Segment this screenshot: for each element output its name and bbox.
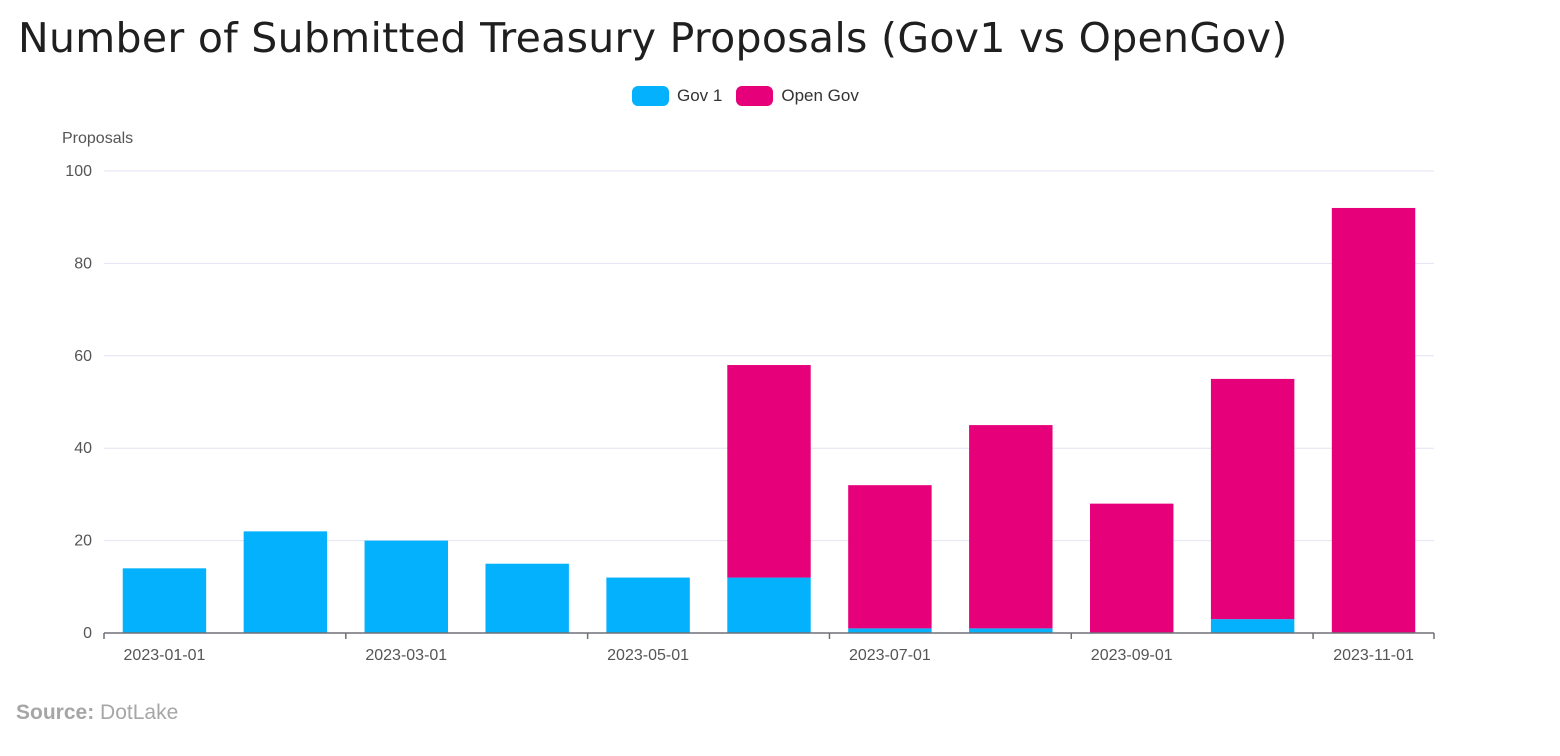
bar-gov1-2023-04-01[interactable] [485, 563, 569, 633]
bar-gov1-2023-05-01[interactable] [606, 577, 690, 633]
bar-opengov-2023-09-01[interactable] [1090, 503, 1174, 633]
legend-item-gov1[interactable]: Gov 1 [632, 86, 722, 106]
chart-legend: Gov 1 Open Gov [632, 86, 859, 106]
bar-opengov-2023-08-01[interactable] [969, 425, 1053, 629]
bar-gov1-2023-06-01[interactable] [727, 577, 811, 633]
y-tick-label: 100 [65, 163, 92, 180]
x-tick-label: 2023-03-01 [365, 647, 447, 664]
bar-gov1-2023-08-01[interactable] [969, 628, 1053, 633]
source-value: DotLake [100, 701, 179, 724]
legend-label-opengov: Open Gov [781, 86, 859, 105]
x-tick-label: 2023-09-01 [1091, 647, 1173, 664]
x-tick-label: 2023-07-01 [849, 647, 931, 664]
legend-label-gov1: Gov 1 [677, 86, 723, 105]
bar-opengov-2023-06-01[interactable] [727, 365, 811, 578]
y-tick-label: 20 [74, 533, 92, 550]
bar-gov1-2023-07-01[interactable] [848, 628, 932, 633]
x-tick-label: 2023-01-01 [124, 647, 206, 664]
y-tick-label: 80 [74, 255, 92, 272]
legend-item-opengov[interactable]: Open Gov [736, 86, 859, 106]
legend-swatch-gov1 [632, 86, 669, 106]
y-axis-label: Proposals [62, 130, 133, 147]
source-note: Source: DotLake [16, 701, 178, 725]
bar-opengov-2023-07-01[interactable] [848, 485, 932, 629]
legend-swatch-opengov [736, 86, 774, 106]
x-axis-ticks: 2023-01-01 2023-03-01 2023-05-01 2023-07-01… [103, 633, 1435, 664]
source-label: Source: [16, 701, 95, 724]
bar-gov1-2023-10-01[interactable] [1210, 619, 1295, 633]
x-tick-label: 2023-05-01 [607, 647, 689, 664]
y-axis-ticks: 0 20 40 60 80 100 [65, 163, 92, 642]
y-tick-label: 60 [74, 348, 92, 365]
bar-opengov-2023-10-01[interactable] [1210, 378, 1295, 620]
bar-opengov-2023-11-01[interactable] [1331, 207, 1416, 633]
bar-gov1-2023-02-01[interactable] [243, 531, 328, 633]
bars [122, 207, 1416, 633]
y-tick-label: 40 [74, 440, 92, 457]
bar-chart: Proposals 0 20 40 60 80 100 2023-01-01 2023-03… [62, 130, 1435, 664]
chart-title: Number of Submitted Treasury Proposals (… [18, 14, 1288, 62]
x-tick-label: 2023-11-01 [1333, 647, 1414, 664]
y-tick-label: 0 [83, 625, 92, 642]
bar-gov1-2023-01-01[interactable] [122, 568, 207, 633]
bar-gov1-2023-03-01[interactable] [364, 540, 448, 633]
